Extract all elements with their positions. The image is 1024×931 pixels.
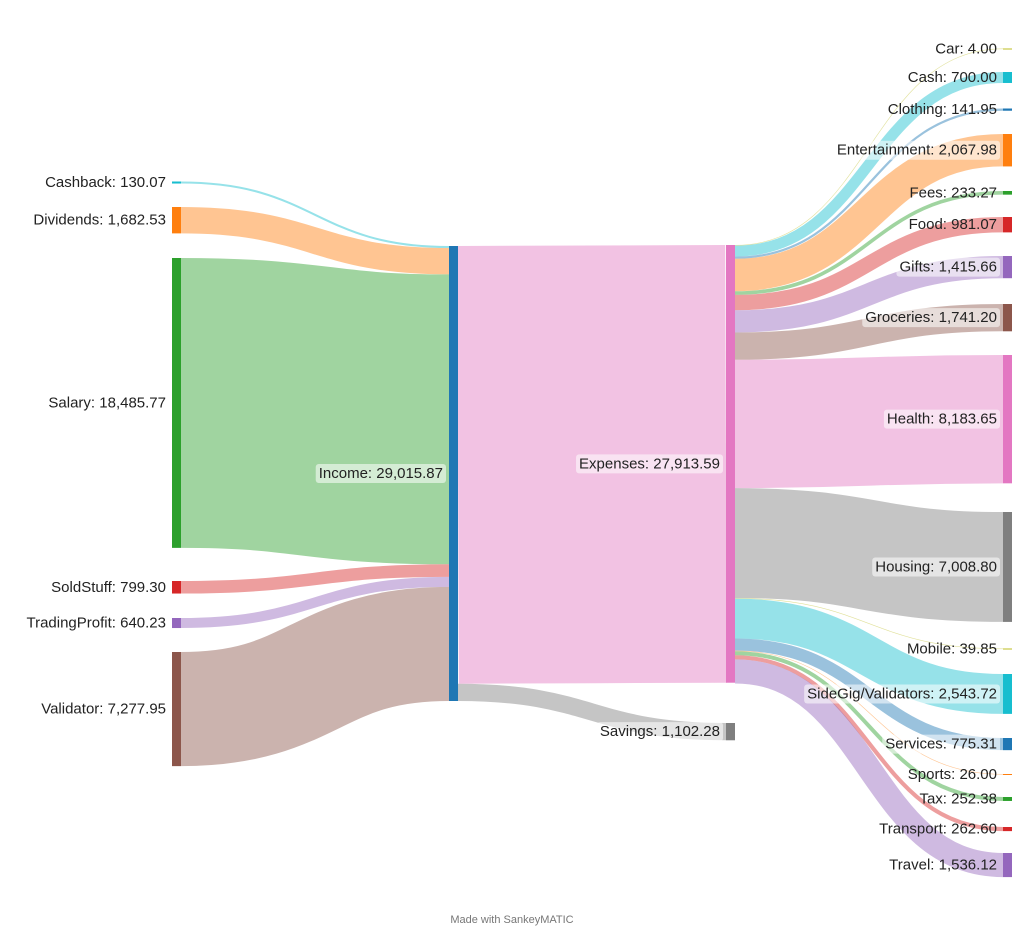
node-label-savings: Savings: 1,102.28 (600, 723, 720, 740)
flow-expenses-to-cash (734, 72, 1004, 257)
node-cash (1003, 72, 1012, 83)
node-label-bg-entertainment (833, 140, 1000, 160)
node-fees (1003, 191, 1012, 195)
node-label-health: Health: 8,183.65 (887, 411, 997, 428)
node-label-services: Services: 775.31 (885, 736, 997, 753)
node-groceries (1003, 304, 1012, 332)
flow-validator-to-income (179, 586, 451, 767)
node-housing (1003, 512, 1012, 622)
node-food (1003, 217, 1012, 233)
flow-expenses-to-tax (734, 651, 1004, 801)
node-label-groceries: Groceries: 1,741.20 (865, 309, 997, 326)
flow-soldstuff-to-income (180, 564, 450, 594)
flow-expenses-to-sports (734, 650, 1004, 775)
flow-expenses-to-clothing (734, 108, 1004, 259)
node-label-bg-income (315, 464, 446, 483)
node-mobile (1003, 648, 1012, 650)
node-label-income: Income: 29,015.87 (319, 465, 443, 482)
node-label-sports: Sports: 26.00 (908, 766, 997, 783)
node-label-bg-groceries (862, 308, 1000, 328)
node-income (449, 246, 458, 701)
node-label-bg-gifts (896, 257, 1000, 277)
node-expenses (726, 245, 735, 683)
flow-expenses-to-travel (734, 659, 1004, 878)
node-label-soldstuff: SoldStuff: 799.30 (51, 579, 166, 596)
node-soldstuff (172, 581, 181, 594)
flow-dividends-to-income (180, 207, 450, 275)
node-label-sidegig: SideGig/Validators: 2,543.72 (807, 685, 997, 702)
node-label-travel: Travel: 1,536.12 (889, 857, 997, 874)
node-dividends (172, 207, 181, 234)
node-label-entertainment: Entertainment: 2,067.98 (837, 142, 997, 159)
node-label-gifts: Gifts: 1,415.66 (899, 259, 997, 276)
node-label-fees: Fees: 233.27 (909, 184, 997, 201)
node-label-bg-expenses (576, 454, 723, 474)
node-label-car: Car: 4.00 (935, 41, 997, 58)
node-label-tax: Tax: 252.38 (919, 790, 997, 807)
node-label-expenses: Expenses: 27,913.59 (579, 455, 720, 472)
flow-tradingprofit-to-income (180, 576, 450, 629)
node-label-salary: Salary: 18,485.77 (48, 394, 166, 411)
node-sports (1003, 774, 1012, 775)
node-label-bg-housing (872, 557, 1000, 577)
node-label-bg-sidegig (804, 684, 1000, 704)
node-tradingprofit (172, 618, 181, 629)
node-gifts (1003, 256, 1012, 279)
node-label-clothing: Clothing: 141.95 (888, 101, 997, 118)
labels-layer: Cashback: 130.07 Dividends: 1,682.53 Salar… (26, 41, 1000, 874)
node-cashback (172, 181, 181, 184)
node-travel (1003, 853, 1012, 878)
node-label-bg-health (883, 409, 1000, 429)
flow-expenses-to-mobile (734, 598, 1004, 650)
node-label-mobile: Mobile: 39.85 (907, 641, 997, 658)
flow-expenses-to-transport (734, 655, 1004, 832)
node-sidegig (1003, 674, 1012, 714)
node-label-bg-savings (596, 722, 723, 742)
node-label-cash: Cash: 700.00 (908, 69, 997, 86)
made-with-footer: Made with SankeyMATIC (450, 914, 574, 926)
node-label-transport: Transport: 262.60 (879, 821, 997, 838)
node-label-food: Food: 981.07 (909, 216, 997, 233)
flow-expenses-to-food (734, 216, 1004, 311)
node-tax (1003, 797, 1012, 801)
node-entertainment (1003, 134, 1012, 167)
node-label-bg-services (882, 734, 1000, 754)
node-clothing (1003, 108, 1012, 111)
node-label-tradingprofit: TradingProfit: 640.23 (26, 615, 166, 632)
node-health (1003, 355, 1012, 484)
node-label-cashback: Cashback: 130.07 (45, 174, 166, 191)
node-label-validator: Validator: 7,277.95 (41, 701, 166, 718)
flow-cashback-to-income (180, 181, 450, 249)
nodes-layer (172, 48, 1012, 878)
flow-salary-to-income (180, 257, 450, 565)
node-services (1003, 738, 1012, 751)
node-salary (172, 258, 181, 548)
flow-expenses-to-fees (734, 191, 1004, 295)
node-label-dividends: Dividends: 1,682.53 (33, 212, 166, 229)
node-label-housing: Housing: 7,008.80 (875, 558, 997, 575)
node-transport (1003, 827, 1012, 832)
node-car (1003, 48, 1012, 50)
node-validator (172, 652, 181, 767)
node-savings (726, 723, 735, 741)
